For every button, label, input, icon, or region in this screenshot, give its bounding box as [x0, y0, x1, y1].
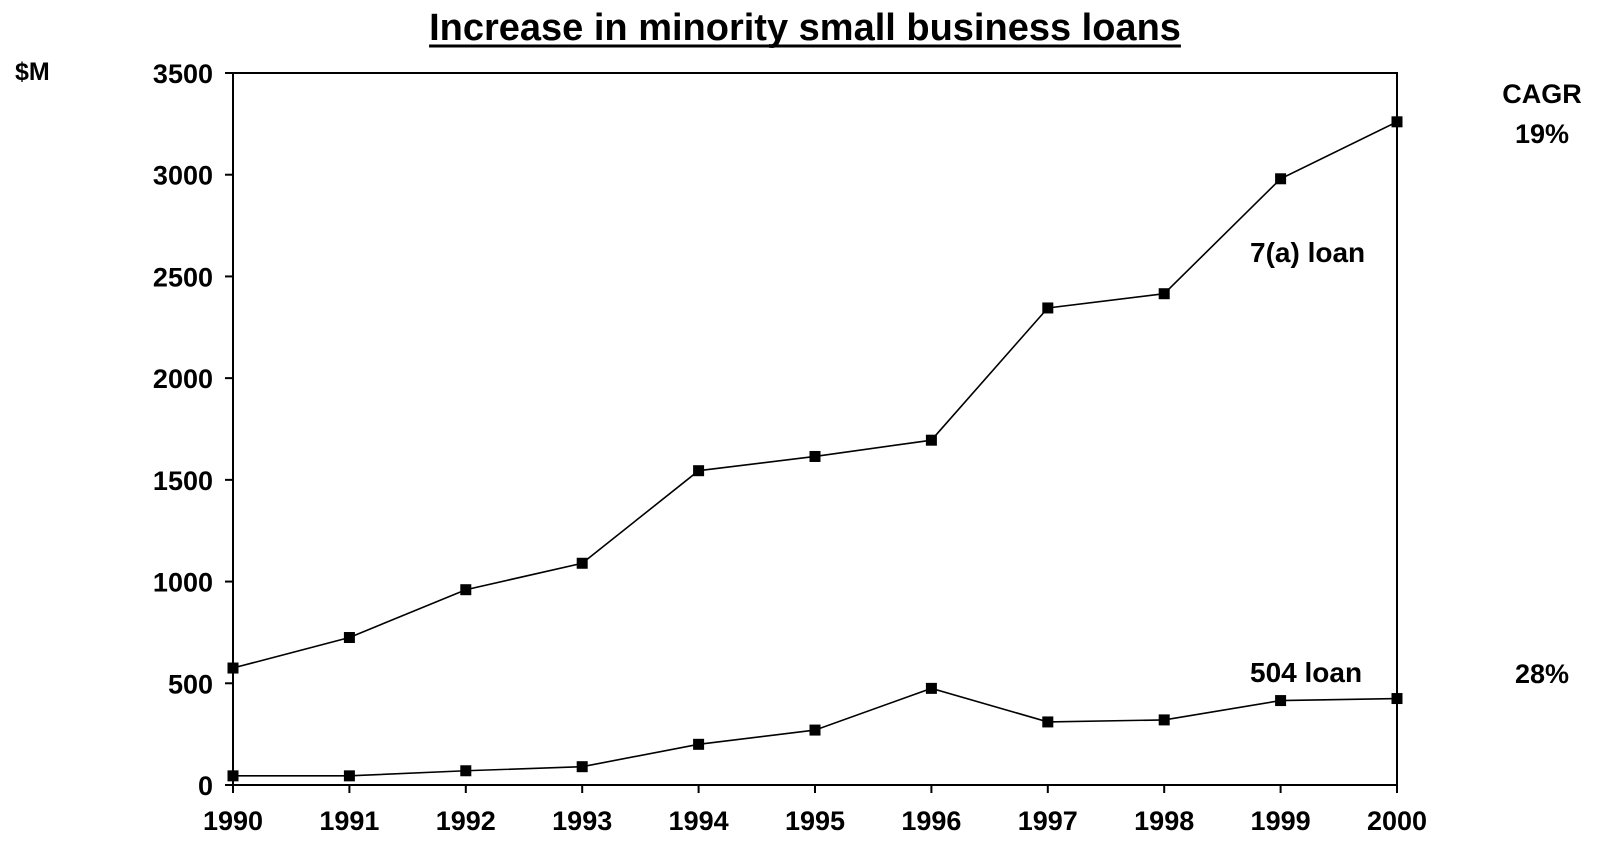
y-tick-label: 1000 — [153, 568, 213, 598]
data-point-marker — [343, 770, 355, 782]
data-point-marker — [1042, 716, 1054, 728]
y-tick-label: 3500 — [153, 59, 213, 89]
data-point-marker — [1275, 695, 1287, 707]
data-point-marker — [1158, 714, 1170, 726]
chart-title: Increase in minority small business loan… — [429, 7, 1181, 49]
x-tick-label: 1994 — [669, 806, 729, 836]
data-point-marker — [227, 662, 239, 674]
data-point-marker — [693, 738, 705, 750]
data-point-marker — [460, 584, 472, 596]
x-tick-label: 1997 — [1018, 806, 1078, 836]
cagr-header: CAGR — [1502, 79, 1582, 109]
series-layer — [227, 116, 1403, 782]
data-point-marker — [809, 724, 821, 736]
cagr-504-value: 28% — [1515, 659, 1569, 689]
data-point-marker — [1275, 173, 1287, 185]
y-tick-label: 0 — [198, 771, 213, 801]
series-label-504: 504 loan — [1250, 657, 1362, 688]
data-point-marker — [1158, 288, 1170, 300]
data-point-marker — [576, 557, 588, 569]
y-axis: 0 500 1000 1500 2000 2500 3000 3500 — [153, 59, 233, 801]
plot-area — [232, 72, 1398, 786]
x-axis: 1990 1991 1992 1993 1994 1995 1996 1997 1998 1999… — [203, 785, 1427, 836]
y-tick-label: 3000 — [153, 161, 213, 191]
y-tick-label: 2000 — [153, 364, 213, 394]
data-point-marker — [460, 765, 472, 777]
y-tick-label: 500 — [168, 669, 213, 699]
x-tick-label: 1993 — [552, 806, 612, 836]
x-tick-label: 1996 — [901, 806, 961, 836]
data-point-marker — [1391, 693, 1403, 705]
y-tick-label: 2500 — [153, 262, 213, 292]
x-tick-label: 1992 — [436, 806, 496, 836]
data-point-marker — [343, 632, 355, 644]
y-axis-unit-label: $M — [15, 58, 50, 86]
series-label-7a: 7(a) loan — [1250, 237, 1365, 268]
data-point-marker — [809, 450, 821, 462]
data-point-marker — [1391, 116, 1403, 128]
data-point-marker — [576, 761, 588, 773]
data-point-marker — [227, 770, 239, 782]
series-line-0 — [232, 121, 1398, 669]
y-tick-label: 1500 — [153, 466, 213, 496]
x-tick-label: 2000 — [1367, 806, 1427, 836]
data-point-marker — [925, 682, 937, 694]
cagr-7a-value: 19% — [1515, 119, 1569, 149]
x-tick-label: 1999 — [1251, 806, 1311, 836]
x-tick-label: 1990 — [203, 806, 263, 836]
data-point-marker — [925, 434, 937, 446]
x-tick-label: 1991 — [319, 806, 379, 836]
data-point-marker — [1042, 302, 1054, 314]
x-tick-label: 1995 — [785, 806, 845, 836]
data-point-marker — [693, 465, 705, 477]
x-tick-label: 1998 — [1134, 806, 1194, 836]
